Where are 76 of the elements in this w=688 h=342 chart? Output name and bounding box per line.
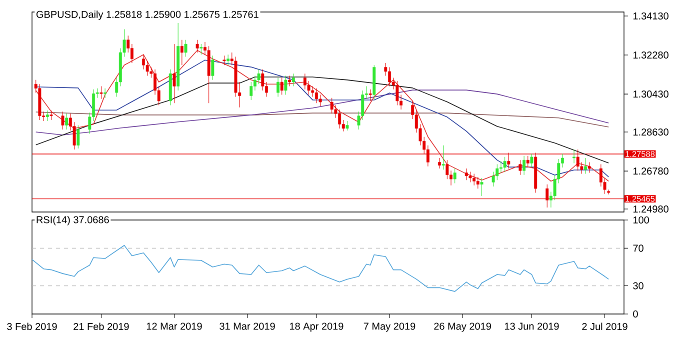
y-tick-label: 30 [633,282,644,290]
candlestick [288,75,292,87]
chart-title: RSI(14) 37.0686 [36,216,109,226]
candlestick [472,174,476,186]
x-tick-label: 2 Jul 2019 [582,322,628,330]
candlestick [442,145,445,170]
x-tick-label: 12 Mar 2019 [146,322,202,330]
x-tick-label: 18 Apr 2019 [290,322,344,332]
candlestick [314,88,318,104]
line-series [35,76,610,164]
candlestick [346,120,349,131]
ref-line-label: 1.27588 [626,151,655,157]
x-tick-label: 26 May 2019 [434,322,491,332]
candlestick [100,86,103,100]
candlestick [588,162,591,174]
candlestick [584,158,588,174]
y-tick-label: 0 [633,310,638,318]
x-tick-label: 13 Jun 2019 [504,322,559,330]
candlestick [276,78,280,98]
candlestick [200,44,203,55]
candlestick [464,168,468,180]
candlestick [65,113,68,130]
ref-line-label: 1.25465 [626,196,655,202]
candlestick [388,66,391,87]
y-tick-label: 1.26780 [633,168,668,175]
candlestick [142,54,145,70]
y-tick-label: 1.24980 [633,205,668,213]
candlestick [50,110,53,120]
candlestick [572,149,576,164]
y-tick-label: 70 [633,244,644,252]
candlestick [476,176,480,189]
candlestick [492,171,495,187]
x-tick-label: 7 May 2019 [364,322,416,332]
candlestick [284,75,288,95]
y-tick-label: 1.32280 [633,51,668,59]
candlestick [503,156,506,172]
candlestick [453,168,456,184]
candlestick [522,156,526,176]
candlestick [180,40,184,66]
candlestick [480,178,484,196]
candlestick [468,171,472,183]
line-series [35,90,610,136]
candlestick [496,164,499,180]
line-series [35,112,610,128]
candlestick [226,54,230,66]
candlestick [530,153,534,168]
y-tick-label: 100 [633,216,649,224]
y-tick-label: 1.34130 [633,12,668,20]
candlestick [599,164,602,187]
candlestick [104,88,107,98]
candlestick [184,40,188,57]
x-tick-label: 21 Feb 2019 [74,322,129,330]
x-tick-label: 31 Mar 2019 [220,322,275,330]
candlestick [368,89,372,102]
y-tick-label: 1.28630 [633,128,668,136]
candlestick [303,73,306,90]
chart-title: GBPUSD,Daily 1.25818 1.25900 1.25675 1.25761 [36,10,258,20]
candlestick [500,160,502,174]
x-tick-label: 3 Feb 2019 [7,322,57,330]
candlestick [396,80,399,106]
candlestick [330,98,334,114]
candlestick [196,40,199,53]
candlestick [172,44,176,104]
candlestick [292,73,295,87]
line-series [32,244,610,292]
candlestick [76,125,80,149]
candlestick [46,110,49,122]
candlestick [280,78,284,95]
candlestick [338,109,342,129]
y-tick-label: 1.30430 [633,90,668,98]
candlestick [61,111,64,130]
candlestick [222,55,226,66]
candlestick [438,158,441,169]
candlestick [211,55,214,80]
candlestick [130,44,134,64]
candlestick [518,160,522,176]
